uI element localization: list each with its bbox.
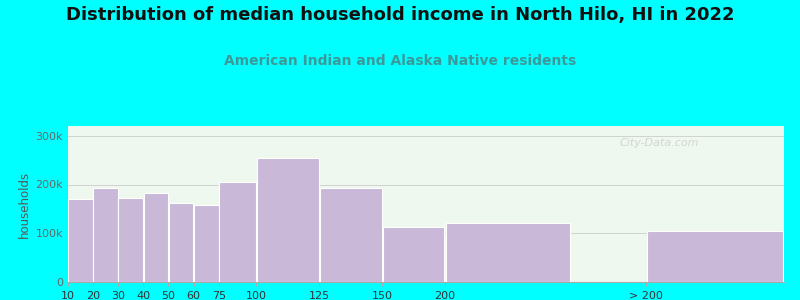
Bar: [68, 199, 93, 282]
Text: City-Data.com: City-Data.com: [619, 139, 699, 148]
Bar: [94, 188, 118, 282]
Bar: [143, 193, 168, 282]
Bar: [169, 203, 194, 282]
Text: Distribution of median household income in North Hilo, HI in 2022: Distribution of median household income …: [66, 6, 734, 24]
Text: American Indian and Alaska Native residents: American Indian and Alaska Native reside…: [224, 54, 576, 68]
Bar: [219, 182, 256, 282]
Bar: [382, 227, 444, 282]
Bar: [194, 206, 218, 282]
Bar: [257, 158, 318, 282]
Bar: [320, 188, 382, 282]
Bar: [446, 223, 570, 282]
Y-axis label: households: households: [18, 170, 31, 238]
Bar: [647, 231, 783, 282]
Bar: [118, 198, 143, 282]
